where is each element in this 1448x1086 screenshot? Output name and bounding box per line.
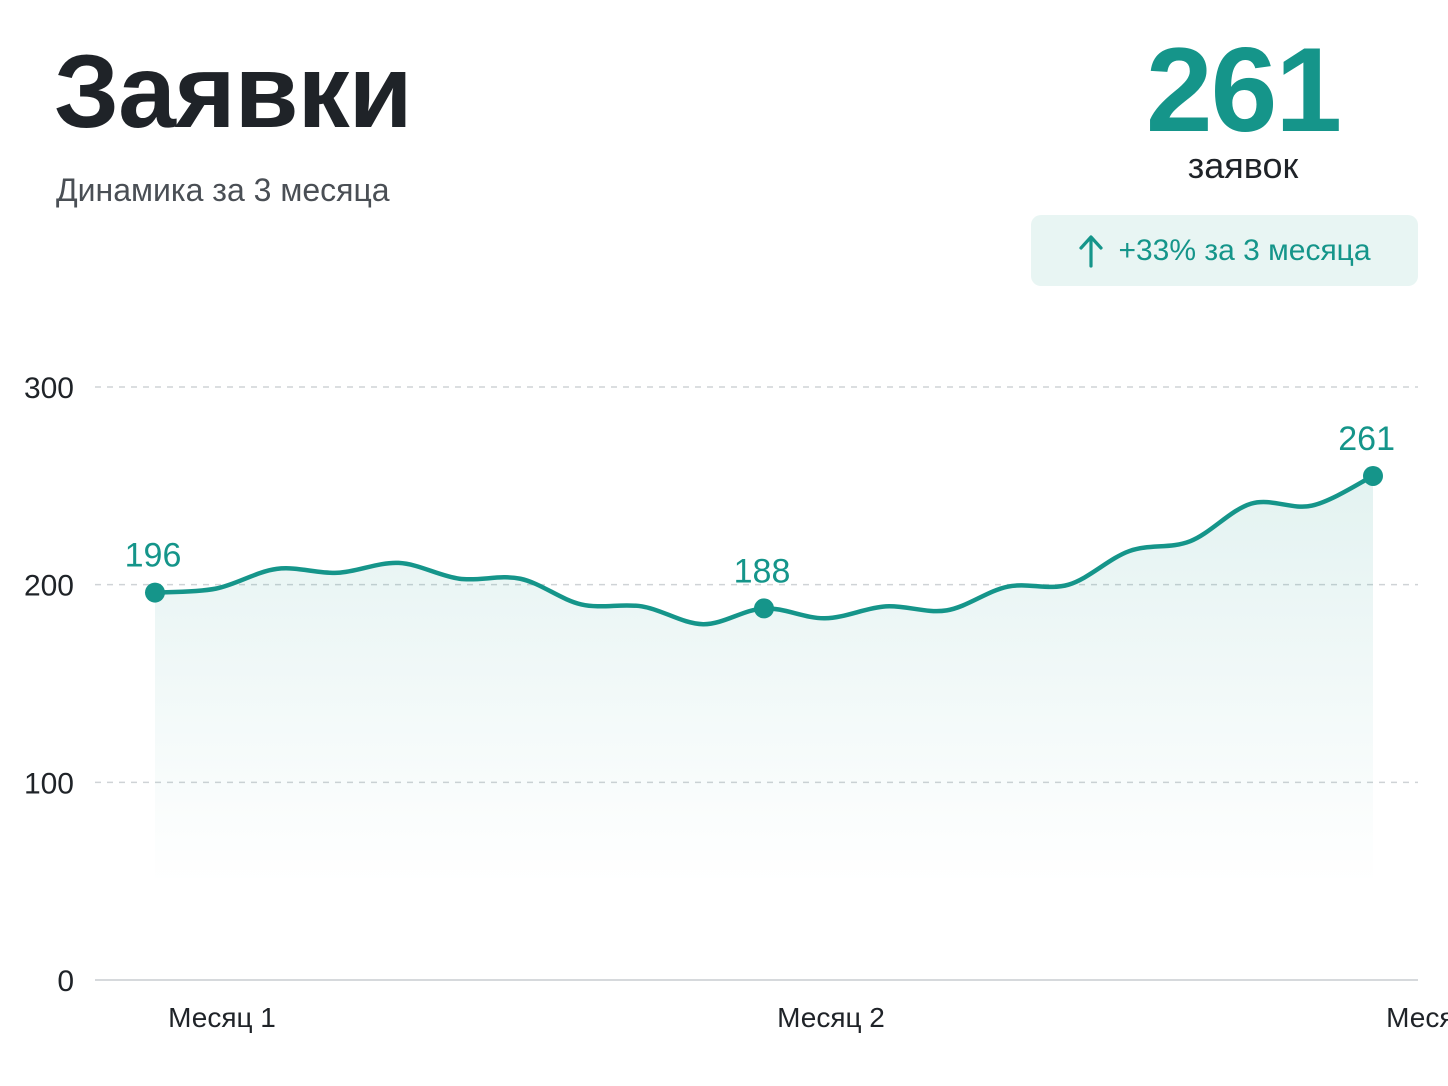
y-tick-label: 100 xyxy=(24,767,74,800)
data-label: 261 xyxy=(1338,420,1395,458)
arrow-up-icon xyxy=(1078,234,1104,268)
change-text: +33% за 3 месяца xyxy=(1118,233,1371,267)
x-tick-label: Месяц 2 xyxy=(777,1002,885,1033)
data-point xyxy=(754,598,774,619)
data-label: 196 xyxy=(125,537,182,575)
y-tick-label: 0 xyxy=(57,965,74,998)
data-point xyxy=(145,582,165,603)
change-badge: +33% за 3 месяца xyxy=(1031,215,1418,286)
kpi-unit: заявок xyxy=(1187,145,1299,186)
chart-title: Заявки xyxy=(54,34,413,150)
x-tick-label: Месяц 1 xyxy=(168,1002,276,1033)
chart-subtitle: Динамика за 3 месяца xyxy=(56,172,390,208)
y-tick-label: 200 xyxy=(24,570,74,603)
series-area xyxy=(155,475,1373,885)
x-tick-label: Месяц 3 xyxy=(1386,1002,1448,1033)
data-point xyxy=(1363,465,1383,486)
data-label: 188 xyxy=(734,552,791,590)
y-tick-label: 300 xyxy=(24,372,74,405)
kpi-value: 261 xyxy=(1145,23,1342,157)
